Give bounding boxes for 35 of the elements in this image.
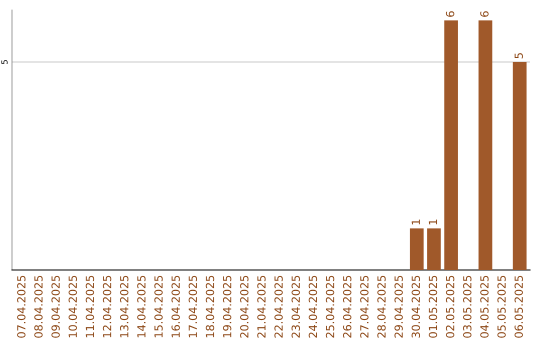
x-tick-label: 04.05.2025 [480,276,489,338]
x-tick-label: 12.04.2025 [102,276,112,338]
x-tick-label: 14.04.2025 [137,276,146,338]
x-tick-label: 01.05.2025 [428,276,438,338]
x-tick-label: 02.05.2025 [446,276,454,338]
x-tick-label: 08.04.2025 [34,276,43,338]
x-tick-label: 17.04.2025 [188,276,198,338]
x-tick-label: 20.04.2025 [240,276,248,338]
data-label: 5 [514,53,523,58]
x-tick-label: 03.05.2025 [463,276,472,338]
x-tick-label: 22.04.2025 [274,276,283,338]
x-tick-label: 19.04.2025 [222,276,232,338]
x-tick-label: 18.04.2025 [206,276,214,338]
x-tick-label: 13.04.2025 [120,276,128,338]
x-tick-label: 05.05.2025 [497,276,506,338]
x-tick-label: 29.04.2025 [394,276,403,338]
x-tick-label: 11.04.2025 [86,276,94,338]
data-label: 1 [412,220,420,224]
x-tick-label: 06.05.2025 [514,276,523,338]
x-tick-label: 15.04.2025 [154,276,163,338]
x-tick-label: 24.04.2025 [308,276,318,338]
x-tick-label: 30.04.2025 [412,276,420,338]
x-tick-label: 28.04.2025 [377,276,386,338]
x-tick-label: 27.04.2025 [360,276,369,338]
x-tick-label: 09.04.2025 [51,276,60,338]
x-tick-label: 25.04.2025 [326,276,334,338]
data-label: 1 [428,220,438,224]
x-tick-label: 21.04.2025 [257,276,266,338]
x-tick-label: 10.04.2025 [68,276,77,338]
x-tick-label: 23.04.2025 [292,276,300,338]
x-tick-label: 26.04.2025 [343,276,352,338]
x-tick-label: 16.04.2025 [171,276,180,338]
data-label: 6 [446,11,454,17]
x-tick-label: 07.04.2025 [17,276,26,338]
data-label: 6 [480,11,489,17]
